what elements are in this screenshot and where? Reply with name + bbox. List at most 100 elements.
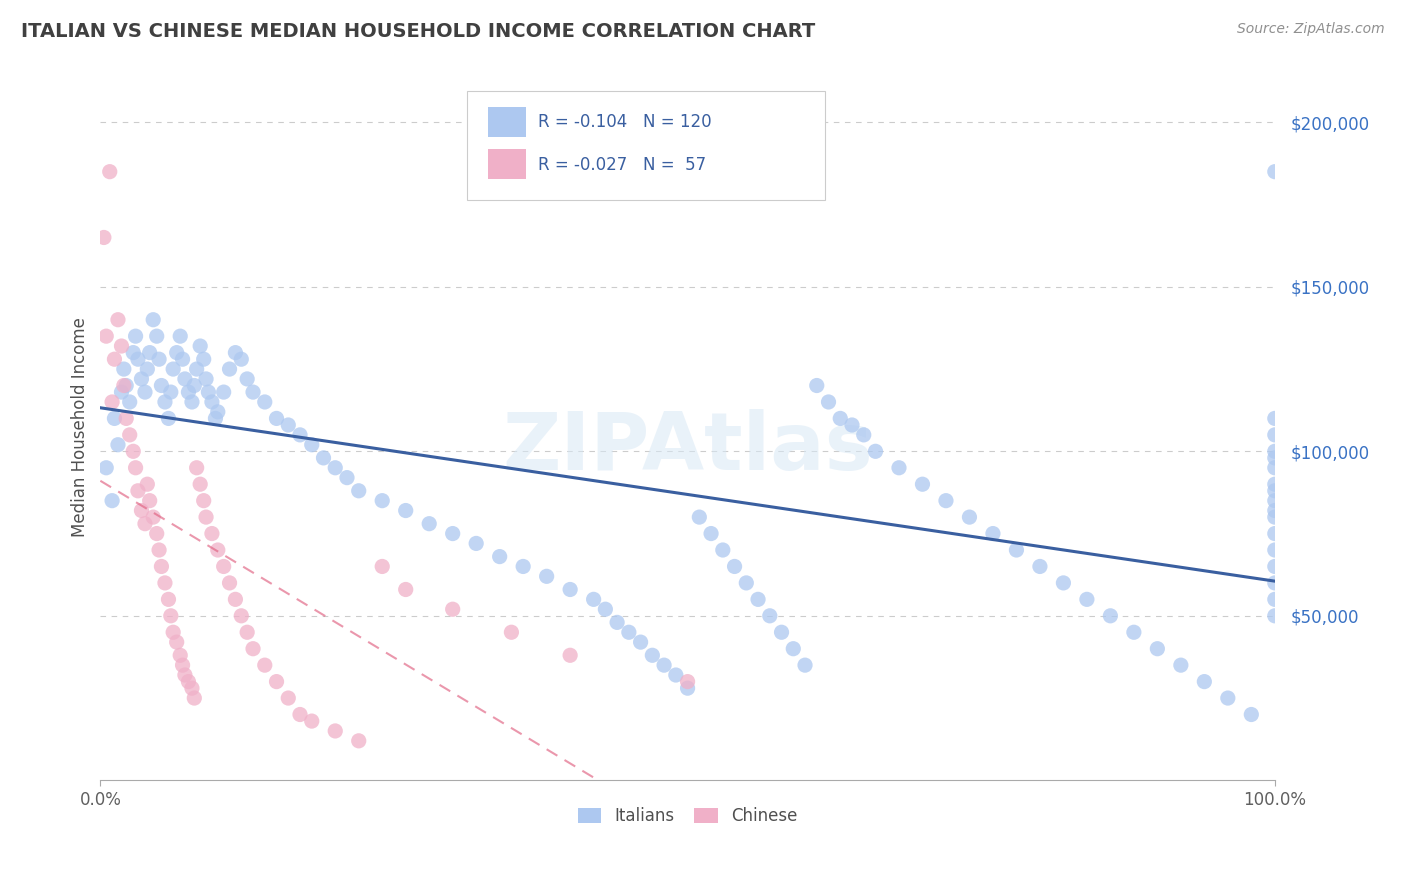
Italians xyxy=(122,345,145,359)
Italians xyxy=(1264,575,1286,590)
Italians xyxy=(512,559,534,574)
Italians xyxy=(560,582,582,597)
Chinese xyxy=(138,493,160,508)
Chinese xyxy=(177,674,200,689)
Italians xyxy=(830,411,852,425)
Italians xyxy=(107,438,129,452)
Italians xyxy=(1264,483,1286,498)
Italians xyxy=(665,668,688,682)
Chinese xyxy=(188,477,211,491)
Italians xyxy=(1264,444,1286,458)
Italians xyxy=(630,635,652,649)
Chinese xyxy=(98,164,121,178)
Text: Source: ZipAtlas.com: Source: ZipAtlas.com xyxy=(1237,22,1385,37)
Italians xyxy=(688,510,710,524)
Italians xyxy=(935,493,957,508)
Chinese xyxy=(323,723,346,738)
Chinese xyxy=(395,582,418,597)
Italians xyxy=(1052,575,1074,590)
Chinese xyxy=(277,691,299,706)
Italians xyxy=(253,395,276,409)
Italians xyxy=(1146,641,1168,656)
Italians xyxy=(723,559,745,574)
Italians xyxy=(1264,543,1286,558)
Italians xyxy=(150,378,173,392)
Italians xyxy=(242,385,264,400)
Italians xyxy=(1264,526,1286,541)
Italians xyxy=(166,345,188,359)
Italians xyxy=(174,372,197,386)
Italians xyxy=(153,395,176,409)
Italians xyxy=(277,417,299,432)
Italians xyxy=(134,385,156,400)
Chinese xyxy=(193,493,215,508)
Italians xyxy=(288,428,311,442)
Chinese xyxy=(207,543,229,558)
Italians xyxy=(1264,164,1286,178)
Chinese xyxy=(110,339,132,353)
Text: R = -0.027   N =  57: R = -0.027 N = 57 xyxy=(538,156,707,174)
Chinese xyxy=(159,608,181,623)
Chinese xyxy=(236,625,259,640)
Italians xyxy=(172,352,194,367)
Chinese xyxy=(118,428,141,442)
Italians xyxy=(131,372,153,386)
Italians xyxy=(711,543,734,558)
Italians xyxy=(201,395,224,409)
Italians xyxy=(127,352,149,367)
Italians xyxy=(193,352,215,367)
Italians xyxy=(1264,493,1286,508)
Italians xyxy=(595,602,617,616)
Italians xyxy=(959,510,981,524)
Text: ZIPAtlas: ZIPAtlas xyxy=(502,409,873,487)
Italians xyxy=(395,503,418,517)
Italians xyxy=(207,405,229,419)
Italians xyxy=(183,378,205,392)
Italians xyxy=(118,395,141,409)
Bar xyxy=(488,149,526,179)
Italians xyxy=(136,362,159,376)
Chinese xyxy=(172,658,194,673)
Italians xyxy=(336,470,359,484)
Italians xyxy=(103,411,125,425)
Italians xyxy=(266,411,288,425)
Chinese xyxy=(183,691,205,706)
Text: ITALIAN VS CHINESE MEDIAN HOUSEHOLD INCOME CORRELATION CHART: ITALIAN VS CHINESE MEDIAN HOUSEHOLD INCO… xyxy=(21,22,815,41)
Italians xyxy=(112,362,135,376)
Italians xyxy=(536,569,558,583)
Italians xyxy=(770,625,793,640)
Bar xyxy=(488,107,526,136)
Chinese xyxy=(186,460,208,475)
Chinese xyxy=(93,230,115,244)
Italians xyxy=(148,352,170,367)
Chinese xyxy=(288,707,311,722)
Italians xyxy=(96,460,118,475)
Italians xyxy=(1264,477,1286,491)
Italians xyxy=(488,549,510,564)
Chinese xyxy=(181,681,204,696)
Italians xyxy=(747,592,769,607)
Chinese xyxy=(242,641,264,656)
Italians xyxy=(418,516,440,531)
Italians xyxy=(1216,691,1239,706)
Chinese xyxy=(266,674,288,689)
Chinese xyxy=(441,602,464,616)
Italians xyxy=(177,385,200,400)
Italians xyxy=(169,329,191,343)
Italians xyxy=(1029,559,1052,574)
Italians xyxy=(224,345,246,359)
Italians xyxy=(1264,428,1286,442)
Italians xyxy=(1076,592,1098,607)
Chinese xyxy=(162,625,184,640)
Italians xyxy=(101,493,124,508)
Chinese xyxy=(347,734,370,748)
Chinese xyxy=(224,592,246,607)
Chinese xyxy=(174,668,197,682)
Chinese xyxy=(153,575,176,590)
Italians xyxy=(231,352,253,367)
Italians xyxy=(1122,625,1144,640)
Italians xyxy=(652,658,675,673)
Chinese xyxy=(103,352,125,367)
Chinese xyxy=(157,592,180,607)
Italians xyxy=(159,385,181,400)
